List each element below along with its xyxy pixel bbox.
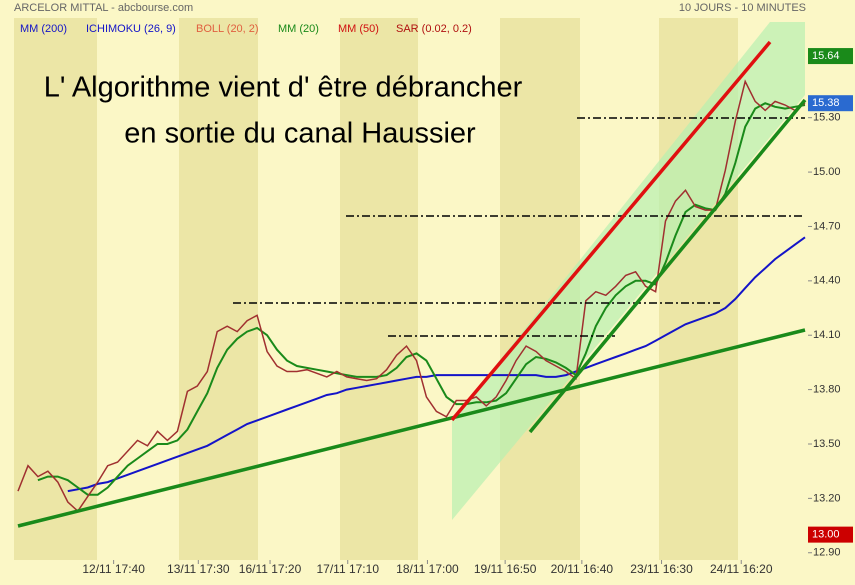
x-tick-label: 23/11 16:30 — [630, 562, 693, 576]
price-marker — [808, 95, 853, 112]
x-tick-label: 12/11 17:40 — [82, 562, 145, 576]
price-marker-label: 15.64 — [812, 50, 840, 62]
x-tick-label: 24/11 16:20 — [710, 562, 773, 576]
price-marker — [808, 526, 853, 543]
y-tick-label: 12.90 — [813, 547, 841, 559]
y-tick-label: 15.00 — [813, 166, 841, 178]
legend-entry: MM (20) — [278, 23, 319, 35]
x-tick-label: 13/11 17:30 — [167, 562, 230, 576]
legend-entry: BOLL (20, 2) — [196, 23, 259, 35]
plot — [17, 79, 806, 513]
trendlines — [17, 40, 807, 528]
legend-entry: MM (50) — [338, 23, 379, 35]
x-tick-label: 20/11 16:40 — [551, 562, 614, 576]
chart-title: ARCELOR MITTAL - abcbourse.com — [14, 2, 193, 14]
ma-line — [67, 236, 806, 493]
day-bands — [14, 18, 738, 560]
price-line — [17, 79, 806, 513]
y-tick-label: 15.30 — [813, 112, 841, 124]
y-tick-label: 14.70 — [813, 220, 841, 232]
y-tick-label: 14.10 — [813, 329, 841, 341]
annotation: L' Algorithme vient d' être débrancher — [44, 72, 523, 104]
legend-entry: MM (200) — [20, 23, 67, 35]
price-marker-label: 13.00 — [812, 529, 840, 541]
price-marker — [808, 48, 853, 65]
chart-subtitle: 10 JOURS - 10 MINUTES — [679, 2, 806, 14]
x-tick-label: 19/11 16:50 — [474, 562, 537, 576]
y-tick-label: 13.20 — [813, 492, 841, 504]
annotation: en sortie du canal Haussier — [124, 118, 476, 150]
x-tick-label: 18/11 17:00 — [396, 562, 459, 576]
x-tick-label: 17/11 17:10 — [316, 562, 379, 576]
legend-entry: ICHIMOKU (26, 9) — [86, 23, 176, 35]
y-tick-label: 13.50 — [813, 438, 841, 450]
y-tick-label: 13.80 — [813, 384, 841, 396]
price-marker-label: 15.38 — [812, 97, 840, 109]
ma-line — [37, 102, 806, 496]
x-tick-label: 16/11 17:20 — [239, 562, 302, 576]
legend-entry: SAR (0.02, 0.2) — [396, 23, 472, 35]
y-tick-label: 14.40 — [813, 275, 841, 287]
